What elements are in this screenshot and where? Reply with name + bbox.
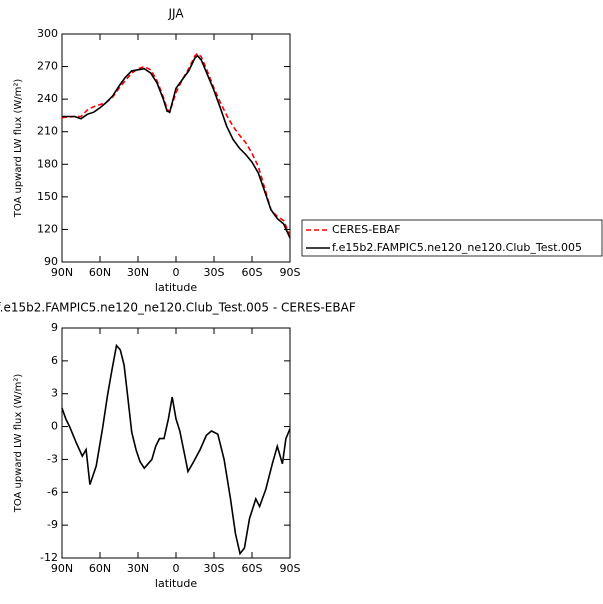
x-tick-label: 90N (51, 562, 73, 575)
x-tick-label: 30S (204, 266, 225, 279)
x-axis-label: latitude (155, 577, 197, 590)
x-tick-label: 60N (89, 562, 111, 575)
legend-label: f.e15b2.FAMPIC5.ne120_ne120.Club_Test.00… (332, 241, 582, 254)
data-line (62, 54, 291, 239)
y-tick-label: 240 (37, 92, 58, 105)
y-tick-label: 6 (51, 354, 58, 367)
chart-title: JJA (167, 7, 184, 21)
x-axis-label: latitude (155, 281, 197, 294)
y-tick-label: 300 (37, 27, 58, 40)
y-axis-label: TOA upward LW flux (W/m²) (13, 374, 24, 514)
data-line (61, 52, 291, 237)
y-tick-label: 150 (37, 190, 58, 203)
chart-title: f.e15b2.FAMPIC5.ne120_ne120.Club_Test.00… (0, 301, 356, 315)
x-tick-label: 90S (280, 562, 301, 575)
data-line (61, 343, 291, 556)
legend-label: CERES-EBAF (332, 223, 401, 236)
y-tick-label: -3 (47, 452, 58, 465)
y-tick-label: -9 (47, 518, 58, 531)
plot-frame (61, 33, 291, 263)
legend-frame (301, 219, 603, 257)
x-tick-label: 90N (51, 266, 73, 279)
y-axis-label: TOA upward LW flux (W/m²) (13, 79, 24, 219)
plot-frame (61, 327, 291, 559)
x-tick-label: 30S (204, 562, 225, 575)
x-tick-label: 30N (127, 562, 149, 575)
x-tick-label: 30N (127, 266, 149, 279)
y-tick-label: 210 (37, 125, 58, 138)
x-tick-label: 60S (242, 266, 263, 279)
x-tick-label: 0 (173, 266, 180, 279)
y-tick-label: 0 (51, 420, 58, 433)
y-tick-label: 90 (44, 255, 58, 268)
x-tick-label: 60N (89, 266, 111, 279)
y-tick-label: 120 (37, 222, 58, 235)
y-tick-label: -12 (40, 551, 58, 564)
y-tick-label: -6 (47, 485, 58, 498)
x-tick-label: 90S (280, 266, 301, 279)
y-tick-label: 270 (37, 60, 58, 73)
y-tick-label: 180 (37, 157, 58, 170)
y-tick-label: 9 (51, 321, 58, 334)
x-tick-label: 0 (173, 562, 180, 575)
x-tick-label: 60S (242, 562, 263, 575)
y-tick-label: 3 (51, 387, 58, 400)
